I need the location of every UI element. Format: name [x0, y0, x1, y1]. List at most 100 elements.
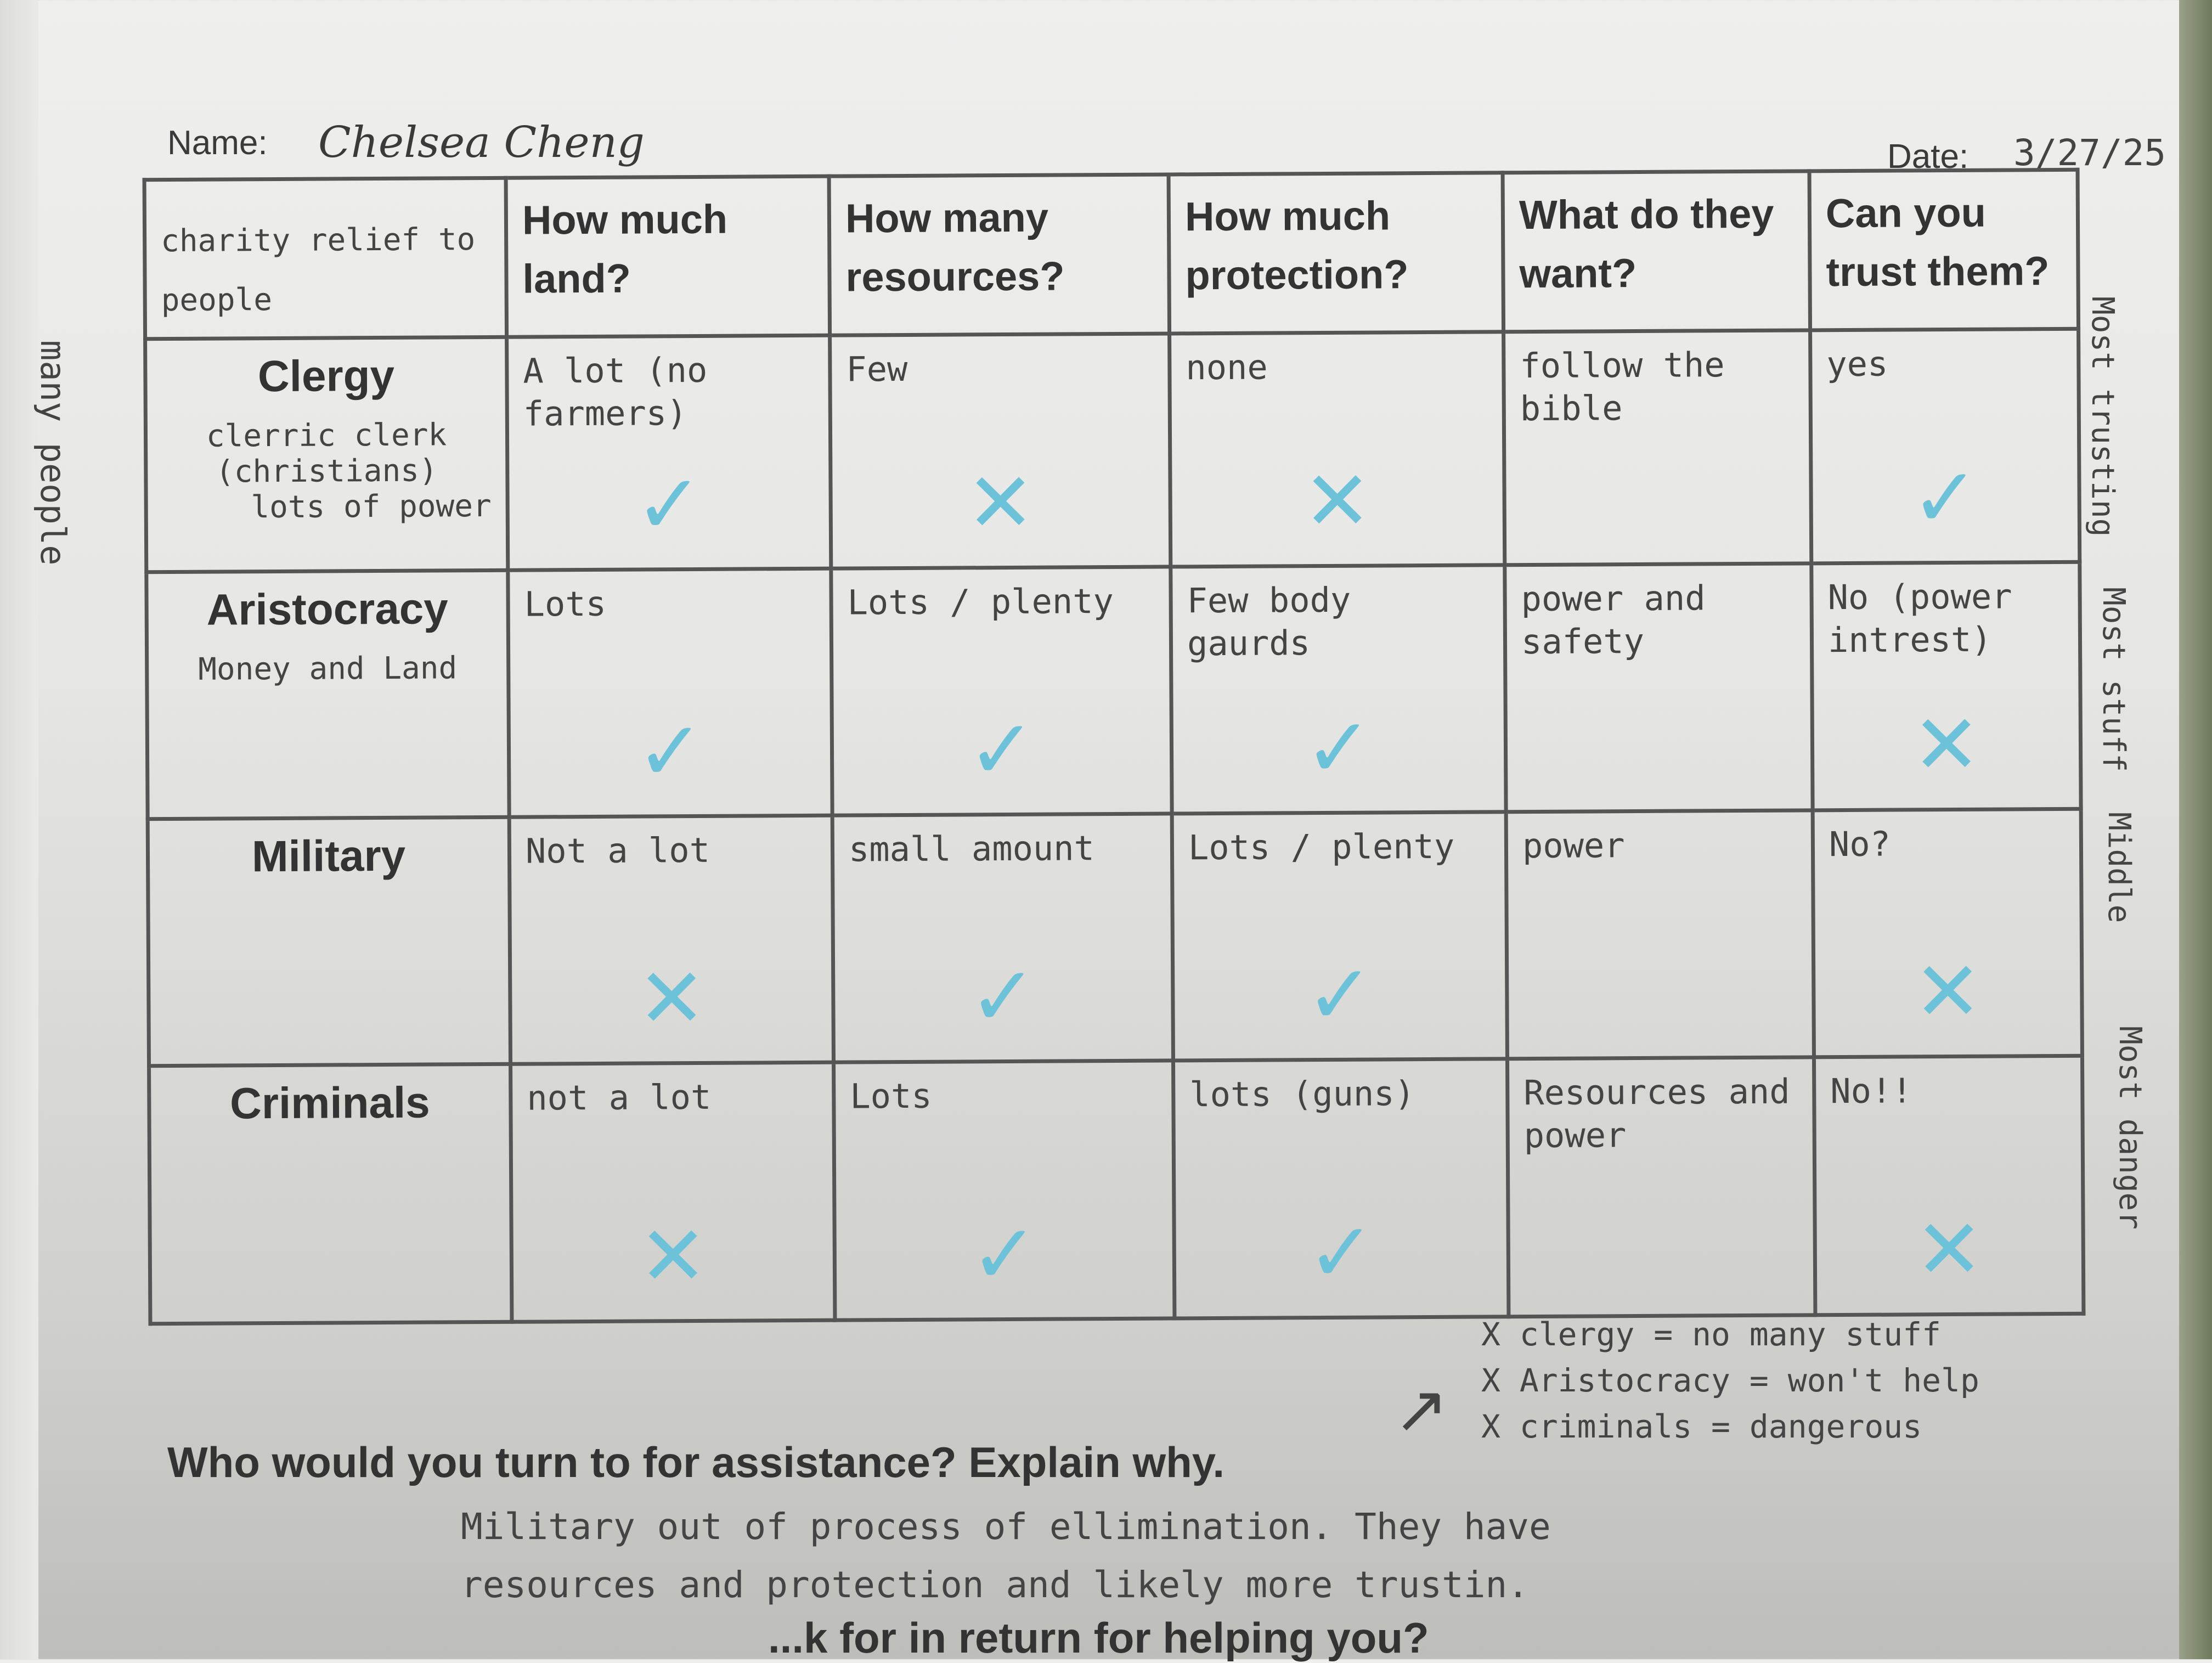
- elimination-item: X criminals = dangerous: [1481, 1408, 1922, 1446]
- column-header: Can you trust them?: [1809, 170, 2079, 330]
- row-header: Clergy clerric clerk (christians) lots o…: [145, 337, 508, 572]
- cell-text: yes: [1826, 343, 1888, 385]
- cell-text: Few: [846, 348, 908, 390]
- table-cell: Resources and power: [1507, 1057, 1815, 1317]
- worksheet-table: charity relief to people How much land? …: [143, 168, 2086, 1326]
- left-note: many people: [33, 340, 73, 566]
- cell-text: lots (guns): [1189, 1073, 1415, 1115]
- table-cell: not a lot ✕: [510, 1062, 835, 1322]
- row-note: [164, 897, 493, 899]
- background-edge: [2179, 0, 2212, 1659]
- row-label: Criminals: [229, 1078, 430, 1128]
- check-mark-icon: ✓: [634, 458, 704, 551]
- check-mark-icon: ✓: [1910, 451, 1980, 544]
- table-cell: A lot (no farmers) ✓: [506, 335, 831, 571]
- cell-text: Few body gaurds: [1187, 579, 1351, 663]
- x-mark-icon: ✕: [1913, 945, 1983, 1038]
- check-mark-icon: ✓: [968, 950, 1038, 1043]
- table-cell: Lots ✓: [507, 568, 833, 818]
- table-cell: follow the bible: [1503, 330, 1812, 565]
- x-mark-icon: ✕: [637, 951, 707, 1045]
- x-mark-icon: ✕: [638, 1209, 708, 1303]
- table-row: Clergy clerric clerk (christians) lots o…: [145, 329, 2080, 572]
- table-cell: none ✕: [1169, 331, 1505, 567]
- table-cell: Lots / plenty ✓: [1172, 811, 1508, 1061]
- table-row: Aristocracy Money and Land Lots ✓ Lots / p…: [146, 562, 2081, 819]
- elimination-notes: X clergy = no many stuff X Aristocracy =…: [1481, 1311, 1979, 1450]
- table-row: Military Not a lot ✕ small amount ✓ Lots / p…: [148, 809, 2083, 1066]
- cell-text: Resources and power: [1523, 1071, 1790, 1155]
- right-note: Most trusting: [2085, 296, 2120, 537]
- x-mark-icon: ✕: [1302, 454, 1372, 548]
- table-cell: No!! ✕: [1814, 1056, 2084, 1315]
- check-mark-icon: ✓: [969, 1208, 1040, 1301]
- row-header: Military: [148, 817, 511, 1066]
- paper-edge: [0, 0, 38, 1659]
- row-header: Aristocracy Money and Land: [146, 570, 510, 819]
- cell-text: No?: [1829, 824, 1891, 865]
- x-mark-icon: ✕: [1911, 698, 1982, 791]
- table-cell: Lots / plenty ✓: [831, 566, 1172, 816]
- cell-text: No (power intrest): [1827, 576, 2012, 660]
- elimination-item: X Aristocracy = won't help: [1481, 1362, 1979, 1400]
- table-cell: Not a lot ✕: [509, 815, 834, 1064]
- row-label: Military: [251, 831, 406, 881]
- date-label: Date:: [1887, 138, 1969, 176]
- cell-text: not a lot: [527, 1076, 712, 1118]
- row-note: Money and Land: [198, 650, 458, 687]
- question-return: ...k for in return for helping you?: [768, 1614, 1429, 1662]
- cell-text: Lots: [524, 583, 607, 624]
- x-mark-icon: ✕: [1914, 1203, 1984, 1296]
- row-side-note: lots of power: [251, 488, 492, 526]
- cell-text: Lots / plenty: [1188, 826, 1455, 868]
- corner-cell: charity relief to people: [144, 178, 507, 339]
- right-note: Most stuff: [2096, 587, 2131, 773]
- check-mark-icon: ✓: [635, 704, 706, 798]
- table-cell: small amount ✓: [832, 813, 1173, 1063]
- name-value: Chelsea Cheng: [318, 118, 645, 167]
- row-label: Aristocracy: [206, 584, 449, 634]
- check-mark-icon: ✓: [1304, 701, 1374, 794]
- table-cell: Few ✕: [830, 333, 1171, 569]
- cell-text: power: [1522, 825, 1625, 866]
- cell-text: No!!: [1830, 1070, 1912, 1112]
- row-side-note: [166, 1144, 495, 1146]
- answer-assistance: Military out of process of ellimination.…: [461, 1498, 1551, 1614]
- check-mark-icon: ✓: [1305, 948, 1375, 1041]
- column-header: How much protection?: [1169, 172, 1504, 334]
- right-note: Most danger: [2112, 1026, 2148, 1230]
- table-cell: No (power intrest) ✕: [1811, 562, 2081, 810]
- date-value: 3/27/25: [2013, 132, 2166, 174]
- check-mark-icon: ✓: [967, 703, 1037, 796]
- row-note: clerric clerk (christians): [206, 417, 447, 490]
- row-side-note: [164, 897, 493, 899]
- table-cell: yes ✓: [1810, 329, 2080, 563]
- table-row: Criminals not a lot ✕ Lots ✓ lots (guns) ✓ Res…: [149, 1056, 2084, 1324]
- column-header: How much land?: [506, 176, 830, 337]
- cell-text: Lots: [850, 1075, 932, 1117]
- column-header: How many resources?: [829, 174, 1170, 336]
- cell-text: power and safety: [1521, 578, 1706, 662]
- x-mark-icon: ✕: [966, 456, 1035, 549]
- table-cell: Lots ✓: [833, 1060, 1175, 1321]
- row-note: [166, 1144, 495, 1146]
- column-header: What do they want?: [1503, 171, 1810, 332]
- table-cell: No? ✕: [1813, 809, 2083, 1057]
- cell-text: A lot (no farmers): [523, 349, 708, 434]
- arrow-icon: ↗: [1393, 1373, 1449, 1446]
- cell-text: follow the bible: [1520, 345, 1725, 429]
- answer-line: resources and protection and likely more…: [461, 1563, 1530, 1606]
- row-header: Criminals: [149, 1064, 512, 1324]
- right-note: Middle: [2101, 812, 2137, 923]
- table-cell: lots (guns) ✓: [1173, 1058, 1509, 1318]
- question-assistance: Who would you turn to for assistance? Ex…: [167, 1438, 1225, 1486]
- cell-text: Not a lot: [525, 830, 710, 871]
- corner-note: charity relief to people: [160, 222, 476, 318]
- check-mark-icon: ✓: [1306, 1206, 1376, 1299]
- cell-text: small amount: [848, 828, 1095, 870]
- answer-line: Military out of process of ellimination.…: [461, 1506, 1551, 1548]
- cell-text: none: [1186, 347, 1268, 388]
- name-label: Name:: [167, 124, 268, 162]
- cell-text: Lots / plenty: [847, 581, 1114, 623]
- table-cell: power: [1506, 810, 1814, 1059]
